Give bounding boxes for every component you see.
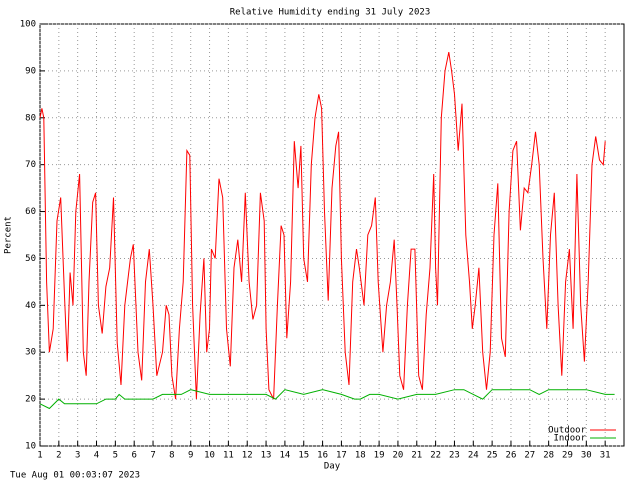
x-tick-label: 1: [37, 451, 42, 461]
y-tick-label: 80: [25, 113, 36, 123]
x-tick-label: 12: [242, 451, 253, 461]
x-tick-label: 4: [94, 451, 99, 461]
x-tick-label: 9: [188, 451, 193, 461]
footnote: Tue Aug 01 00:03:07 2023: [10, 471, 140, 480]
x-tick-label: 10: [204, 451, 215, 461]
x-tick-label: 29: [562, 451, 573, 461]
x-tick-label: 16: [317, 451, 328, 461]
x-tick-label: 21: [411, 451, 422, 461]
y-tick-label: 100: [20, 20, 36, 30]
y-tick-label: 90: [25, 66, 36, 76]
x-tick-label: 7: [150, 451, 155, 461]
chart-title: Relative Humidity ending 31 July 2023: [230, 8, 430, 18]
data-line: [39, 389, 615, 410]
x-tick-label: 25: [487, 451, 498, 461]
y-tick-label: 40: [25, 301, 36, 311]
x-tick-label: 26: [506, 451, 517, 461]
x-tick-label: 28: [543, 451, 554, 461]
y-tick-label: 50: [25, 254, 36, 264]
legend-label: Outdoor: [548, 426, 587, 436]
y-tick-label: 30: [25, 348, 36, 358]
x-tick-label: 31: [600, 451, 611, 461]
x-tick-label: 15: [298, 451, 309, 461]
x-tick-label: 2: [56, 451, 61, 461]
x-tick-label: 23: [449, 451, 460, 461]
x-tick-label: 11: [223, 451, 234, 461]
y-axis-label: Percent: [4, 216, 14, 254]
x-tick-label: 24: [468, 451, 479, 461]
y-tick-label: 20: [25, 395, 36, 405]
x-tick-label: 27: [524, 451, 535, 461]
x-tick-label: 6: [131, 451, 136, 461]
legend-label: Indoor: [553, 434, 586, 444]
x-tick-label: 30: [581, 451, 592, 461]
x-tick-label: 22: [430, 451, 441, 461]
y-tick-label: 10: [25, 442, 36, 452]
x-tick-label: 20: [393, 451, 404, 461]
x-axis-label: Day: [324, 462, 341, 472]
x-tick-label: 14: [279, 451, 290, 461]
x-tick-label: 17: [336, 451, 347, 461]
y-tick-label: 70: [25, 160, 36, 170]
plot-frame: [39, 23, 625, 447]
data-line: [39, 52, 606, 400]
y-tick-label: 60: [25, 207, 36, 217]
x-tick-label: 18: [355, 451, 366, 461]
x-tick-label: 8: [169, 451, 174, 461]
x-tick-label: 13: [261, 451, 272, 461]
x-tick-label: 19: [374, 451, 385, 461]
x-tick-label: 3: [75, 451, 80, 461]
x-tick-label: 5: [113, 451, 118, 461]
